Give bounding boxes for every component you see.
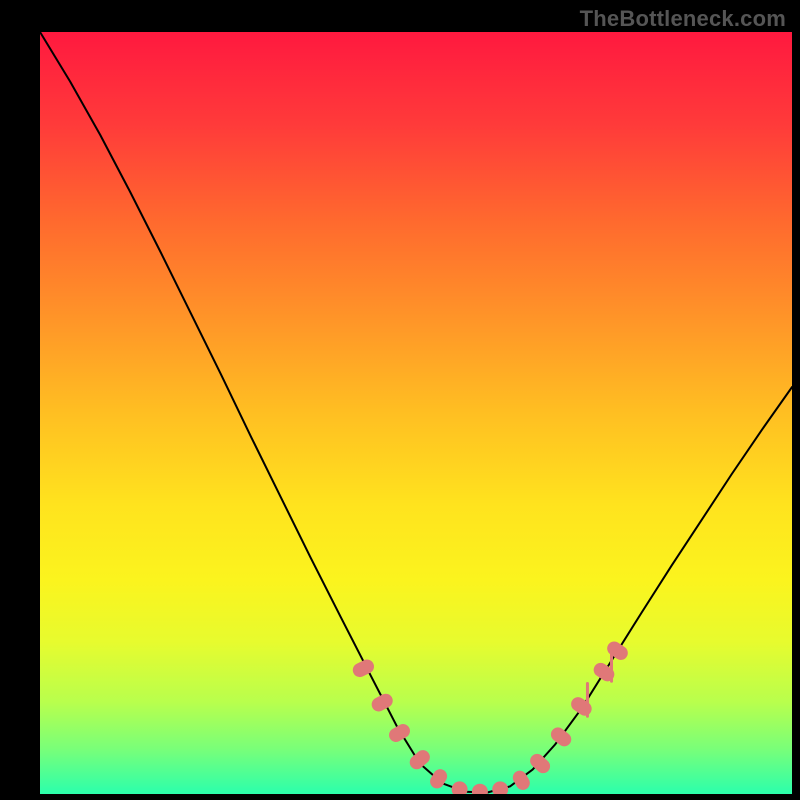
watermark-text: TheBottleneck.com [580, 6, 786, 32]
plot-area [40, 32, 792, 794]
chart-frame: TheBottleneck.com [0, 0, 800, 800]
bottleneck-curve-chart [40, 32, 792, 794]
gradient-background [40, 32, 792, 794]
